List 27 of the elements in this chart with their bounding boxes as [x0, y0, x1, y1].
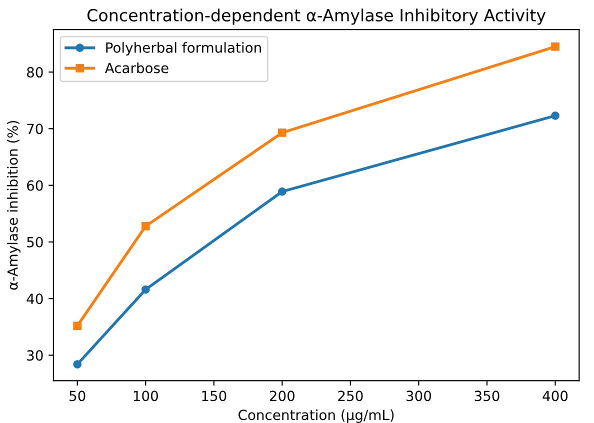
point [551, 112, 560, 120]
x-tick-label: 150 [202, 390, 226, 402]
x-tick-label: 250 [338, 390, 363, 402]
point [73, 360, 82, 368]
x-tick-label: 50 [70, 390, 86, 402]
y-axis-title: α-Amylase inhibition (%) [7, 120, 21, 290]
legend-label: Acarbose [104, 62, 168, 74]
y-tick-label: 30 [27, 350, 43, 361]
x-tick-label: 400 [542, 390, 568, 402]
y-tick-label: 40 [26, 294, 43, 304]
x-tick-label: 300 [406, 390, 432, 402]
point [73, 322, 82, 330]
chart-title: Concentration-dependent α-Amylase Inhibitory Activity [87, 8, 546, 25]
y-tick-label: 70 [27, 124, 43, 134]
point [141, 222, 150, 230]
point [278, 128, 286, 137]
y-tick-label: 50 [27, 236, 43, 248]
point [278, 187, 286, 196]
x-tick-label: 100 [134, 390, 158, 402]
x-tick-label: 350 [474, 390, 500, 402]
y-tick-label: 60 [27, 180, 43, 191]
x-tick-label: 200 [270, 390, 294, 402]
point [141, 285, 150, 294]
legend-label: Polyherbal formulation [106, 42, 261, 56]
y-tick-label: 80 [27, 67, 43, 78]
x-axis-title: Concentration (µg/mL) [238, 409, 394, 423]
point [551, 42, 560, 51]
